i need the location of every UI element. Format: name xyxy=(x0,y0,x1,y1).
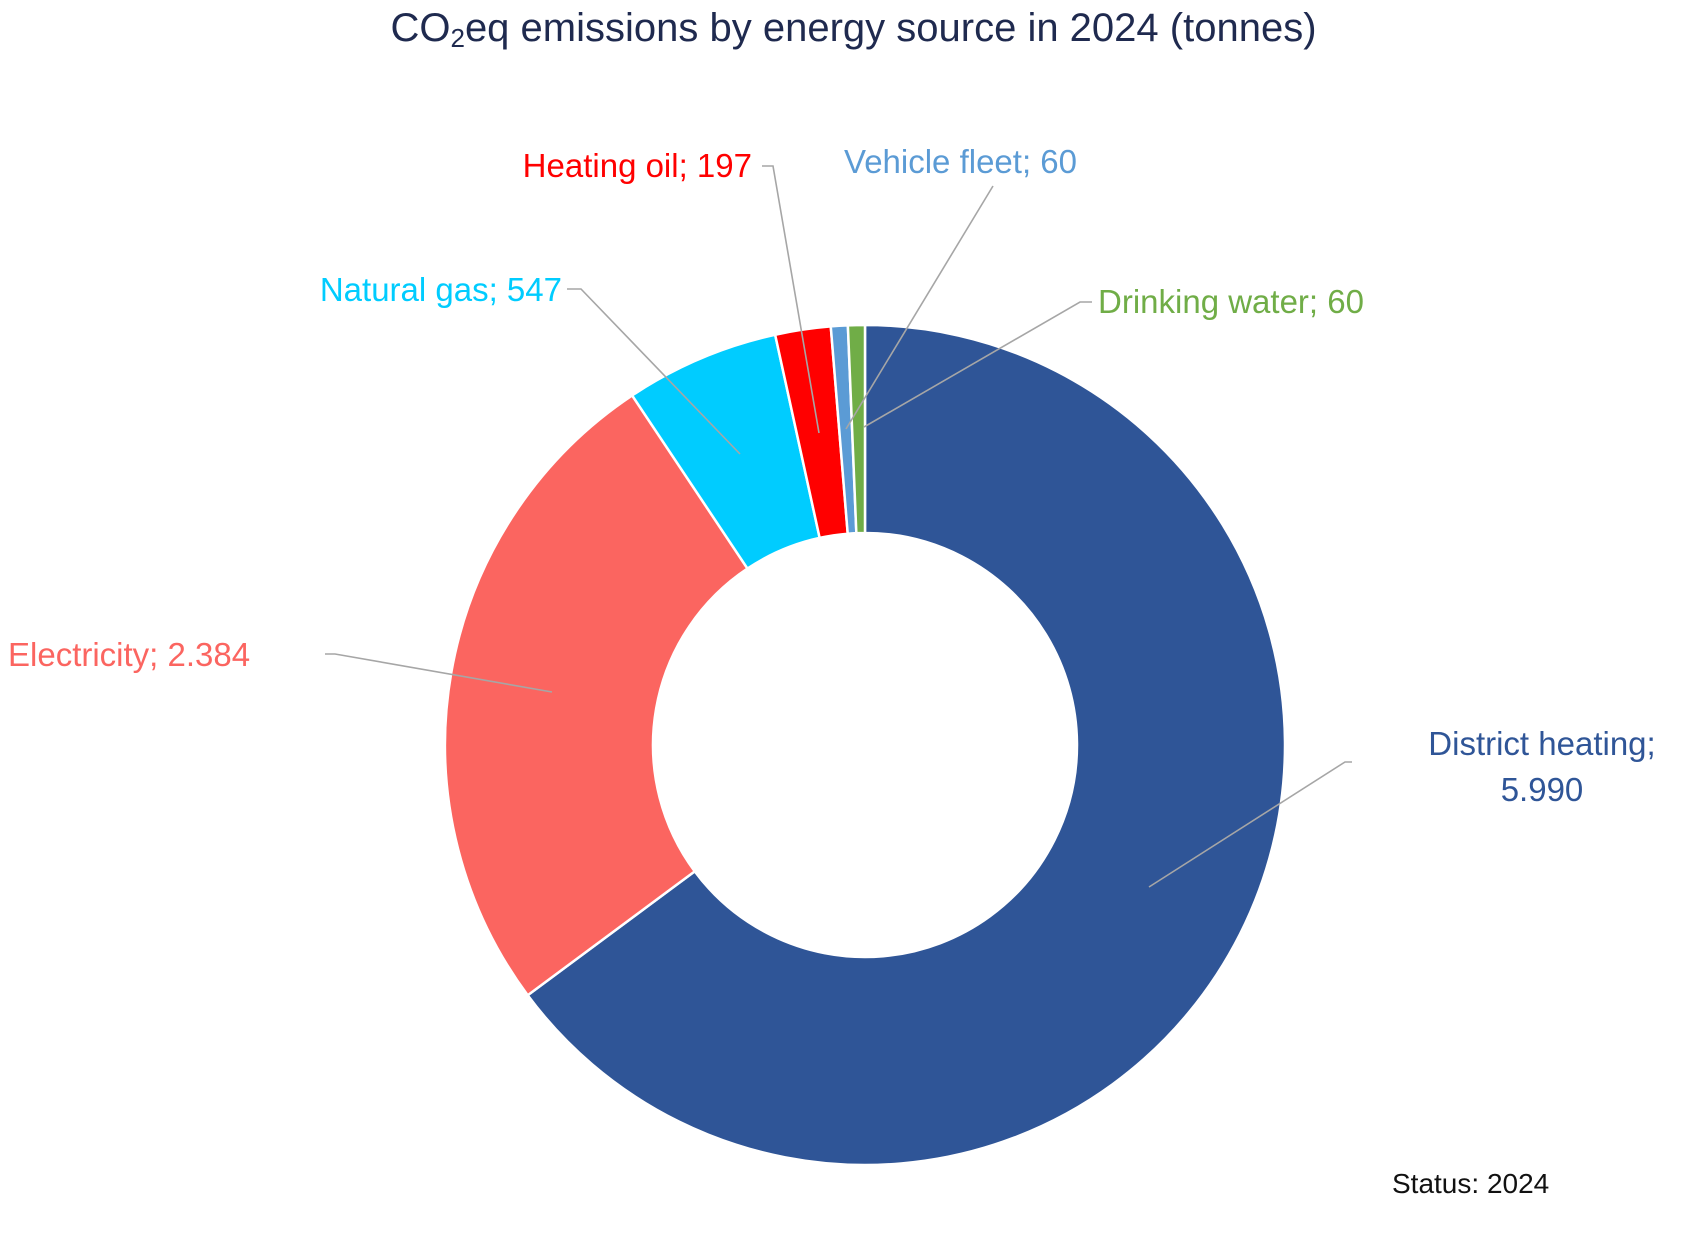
slice-district-heating[interactable] xyxy=(526,323,1287,1167)
data-label-heating-oil: Heating oil; 197 xyxy=(523,147,752,184)
data-label-line: Electricity; 2.384 xyxy=(8,636,250,673)
data-label-electricity: Electricity; 2.384 xyxy=(8,636,250,673)
data-labels: District heating; 5.990 Electricity; 2.384… xyxy=(8,143,1656,808)
slice-drinking-water[interactable] xyxy=(846,323,867,535)
data-label-line: 5.990 xyxy=(1501,771,1584,808)
chart-title: CO2eq emissions by energy source in 2024… xyxy=(0,6,1707,54)
data-label-line: Natural gas; 547 xyxy=(320,271,562,308)
data-label-line: Heating oil; 197 xyxy=(523,147,752,184)
data-label-line: Vehicle fleet; 60 xyxy=(844,143,1077,180)
leader-line-heating-oil xyxy=(762,165,820,434)
data-label-line: Drinking water; 60 xyxy=(1098,283,1364,320)
data-label-vehicle-fleet: Vehicle fleet; 60 xyxy=(844,143,1077,180)
title-suffix: eq emissions by energy source in 2024 (t… xyxy=(464,6,1317,50)
leader-line-natural-gas xyxy=(567,288,741,455)
leader-lines xyxy=(325,165,1352,888)
leader-line-district-heating xyxy=(1148,761,1352,888)
status-note: Status: 2024 xyxy=(1392,1168,1550,1199)
title-subscript: 2 xyxy=(450,23,465,53)
leader-line-drinking-water xyxy=(863,301,1092,428)
donut-slices xyxy=(443,323,1287,1167)
title-prefix: CO xyxy=(390,6,451,50)
data-label-district-heating: District heating; 5.990 xyxy=(1428,725,1655,808)
leader-line-electricity xyxy=(325,653,553,693)
leader-line-vehicle-fleet xyxy=(845,185,994,430)
slice-electricity[interactable] xyxy=(443,394,749,997)
data-label-natural-gas: Natural gas; 547 xyxy=(320,271,562,308)
data-label-drinking-water: Drinking water; 60 xyxy=(1098,283,1364,320)
data-label-line: District heating; xyxy=(1428,725,1655,762)
